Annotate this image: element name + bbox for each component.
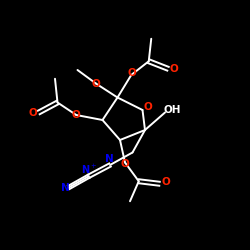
Text: N$^+$: N$^+$ [81,163,98,176]
Text: N: N [62,183,70,193]
Text: O: O [29,108,38,118]
Text: O: O [162,177,170,187]
Text: O: O [169,64,178,74]
Text: O: O [120,159,130,169]
Text: OH: OH [164,105,181,115]
Text: O: O [128,68,136,78]
Text: O: O [72,110,80,120]
Text: O: O [92,79,100,89]
Text: O: O [144,102,152,112]
Text: N: N [105,154,114,164]
